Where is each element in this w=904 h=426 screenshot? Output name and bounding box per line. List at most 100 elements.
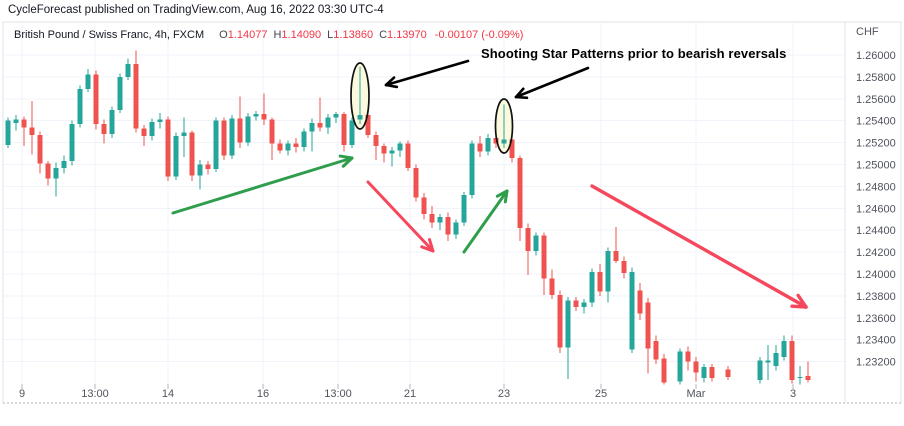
- candle-body: [325, 117, 331, 128]
- trend-arrow[interactable]: [514, 66, 590, 100]
- close-label: C: [379, 29, 388, 41]
- candle-body: [357, 115, 363, 120]
- candle-body: [685, 351, 691, 362]
- candle-body: [501, 139, 507, 144]
- change-value: -0.00107 (-0.09%): [434, 29, 524, 41]
- candle-body: [581, 302, 587, 307]
- symbol-description[interactable]: British Pound / Swiss Franc, 4h, FXCM: [14, 29, 205, 41]
- trend-arrow[interactable]: [462, 189, 509, 254]
- arrow-head: [384, 76, 396, 87]
- arrow-head: [790, 304, 808, 309]
- candle-body: [541, 235, 547, 279]
- price-axis-label: 1.25200: [856, 138, 896, 150]
- candle-body: [437, 217, 443, 223]
- candles-layer: [5, 50, 811, 385]
- candle-body: [517, 157, 523, 229]
- candle-body: [269, 119, 275, 144]
- candle-body: [13, 119, 19, 123]
- candle-body: [525, 228, 531, 252]
- highlight-ellipse[interactable]: [494, 98, 514, 154]
- candle-body: [69, 123, 75, 162]
- candle-body: [197, 164, 203, 176]
- trend-arrow[interactable]: [366, 180, 435, 253]
- candle-body: [237, 118, 243, 143]
- time-axis-label: 3: [790, 388, 796, 400]
- candle-body: [445, 217, 451, 235]
- candle-body: [645, 302, 651, 349]
- arrow-head: [384, 83, 399, 89]
- candle-body: [557, 294, 563, 348]
- candle-body: [725, 369, 731, 377]
- price-axis-label: 1.25400: [856, 116, 896, 128]
- candle-body: [461, 195, 467, 223]
- candle-body: [301, 131, 307, 147]
- price-axis-label: 1.25600: [856, 94, 896, 106]
- candle-body: [565, 300, 571, 348]
- price-axis-label: 1.24800: [856, 181, 896, 193]
- arrow-shaft: [514, 66, 590, 99]
- candle-body: [613, 251, 619, 261]
- close-value: 1.13970: [387, 29, 427, 41]
- time-axis-label: 25: [595, 388, 607, 400]
- time-axis-layer[interactable]: 9 13:00 14 16 13:00 21 23 25 Mar 3: [19, 384, 796, 400]
- time-axis-label: 9: [19, 388, 25, 400]
- price-axis-label: 1.23200: [856, 357, 896, 369]
- candle-body: [469, 143, 475, 196]
- candle-body: [477, 143, 483, 152]
- price-axis-unit: CHF: [856, 26, 879, 38]
- candle-body: [213, 120, 219, 169]
- candle-body: [149, 121, 155, 137]
- candle-body: [573, 300, 579, 307]
- trend-arrow[interactable]: [590, 184, 808, 309]
- candle-body: [101, 123, 107, 134]
- candle-body: [533, 235, 539, 252]
- candle-body: [653, 340, 659, 360]
- high-label: H: [273, 29, 282, 41]
- candle-body: [389, 150, 395, 154]
- price-axis-layer[interactable]: 1.26000 1.25800 1.25600 1.25400 1.25200 1.250…: [856, 50, 896, 369]
- candle-body: [293, 143, 299, 147]
- candle-body: [349, 120, 355, 145]
- candle-body: [589, 271, 595, 303]
- candle-body: [157, 119, 163, 122]
- trend-arrow[interactable]: [384, 59, 470, 89]
- candle-body: [677, 351, 683, 382]
- candle-body: [757, 360, 763, 381]
- candle-body: [277, 143, 283, 151]
- highlight-ellipse[interactable]: [350, 62, 370, 130]
- price-axis-label: 1.23800: [856, 291, 896, 303]
- candle-body: [693, 361, 699, 373]
- candle-body: [605, 251, 611, 292]
- candle-body: [229, 118, 235, 156]
- candle-body: [333, 114, 339, 118]
- candle-body: [221, 120, 227, 156]
- candle-body: [173, 136, 179, 177]
- arrow-head: [420, 245, 435, 253]
- attribution-text: CycleForecast published on TradingView.c…: [8, 4, 384, 16]
- candle-body: [597, 271, 603, 292]
- trend-arrow[interactable]: [171, 154, 354, 215]
- candle-body: [109, 109, 115, 134]
- arrow-shaft: [590, 184, 808, 309]
- time-axis-label: 13:00: [81, 388, 109, 400]
- open-value: 1.14077: [227, 29, 268, 41]
- arrow-head: [514, 87, 525, 99]
- candle-body: [637, 290, 643, 314]
- candle-body: [45, 163, 51, 179]
- symbol-legend[interactable]: British Pound / Swiss Franc, 4h, FXCM O1.…: [14, 29, 523, 41]
- candle-body: [765, 360, 771, 363]
- candle-body: [165, 119, 171, 177]
- time-axis-label: 21: [404, 388, 416, 400]
- price-axis-label: 1.24400: [856, 225, 896, 237]
- low-value: 1.13860: [333, 29, 374, 41]
- arrow-head: [514, 95, 529, 100]
- highlight-stroke-layer: [350, 62, 514, 154]
- candle-body: [709, 367, 715, 379]
- candle-body: [805, 375, 811, 381]
- high-value: 1.14090: [281, 29, 322, 41]
- candle-body: [381, 145, 387, 154]
- time-axis-label: 13:00: [324, 388, 352, 400]
- open-label: O: [219, 29, 228, 41]
